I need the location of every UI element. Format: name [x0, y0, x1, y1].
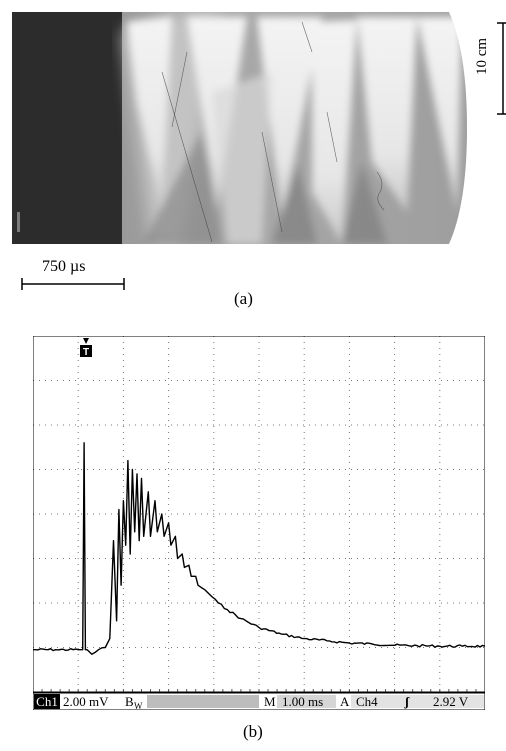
bandwidth-symbol: B [125, 694, 134, 709]
signal-trace [33, 442, 485, 655]
caption-a: (a) [234, 289, 253, 308]
caption-b: (b) [243, 722, 263, 741]
timebase: 1.00 ms [282, 694, 323, 709]
oscilloscope-screen: T Ch1 2.00 mV B W M 1.00 ms A Ch4 ʃ 2.92… [33, 336, 485, 710]
vertical-scale-bar [497, 22, 506, 115]
time-scale-bar [21, 278, 125, 290]
streak-photograph [12, 12, 467, 244]
bandwidth-sub: W [134, 701, 143, 710]
trigger-marker: T [80, 338, 92, 358]
trigger-level: 2.92 V [433, 694, 469, 709]
acquisition-mode: A [340, 694, 350, 709]
trigger-slope-icon: ʃ [404, 694, 410, 709]
channel-badge: Ch1 [36, 694, 58, 709]
trigger-source: Ch4 [356, 694, 378, 709]
vertical-scale-label: 10 cm [474, 37, 490, 75]
volts-per-div: 2.00 mV [63, 694, 109, 709]
timebase-prefix: M [264, 694, 276, 709]
trigger-marker-label: T [83, 347, 89, 358]
status-bar: Ch1 2.00 mV B W M 1.00 ms A Ch4 ʃ 2.92 V [33, 692, 485, 710]
time-scale-label: 750 µs [42, 258, 86, 275]
